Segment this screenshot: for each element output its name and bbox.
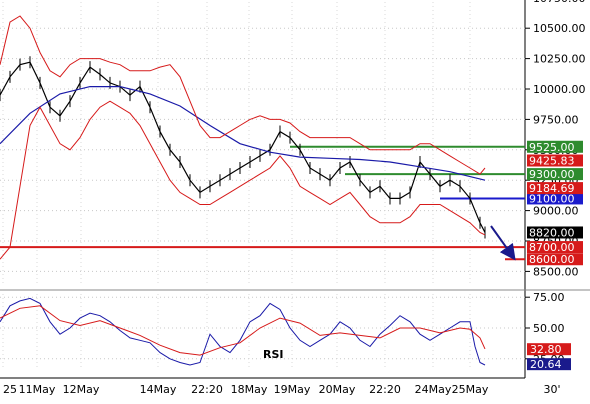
y-tick-label: 10500.00 [533,22,586,35]
price-label: 8820.00 [529,226,575,239]
level-label: 9100.00 [529,192,575,205]
rsi-y-tick-label: 50.00 [533,322,565,335]
level-label: 8600.00 [529,253,575,266]
main-panel [0,2,525,286]
trend-arrow [490,225,516,261]
level-label: 9525.00 [529,141,575,154]
level-label-box [527,192,583,205]
rsi-label: RSI [263,348,284,361]
price-label-box [527,226,583,239]
x-tick-label: 11May [19,383,56,396]
y-tick-label: 10750.00 [533,0,586,5]
price-label: 9184.69 [529,182,575,195]
level-label: 9300.00 [529,168,575,181]
x-tick-label: 22:20 [191,383,223,396]
price-label: 9425.83 [529,155,575,168]
x-tick-label: 22:20 [369,383,401,396]
rsi-y-tick-label: 75.00 [533,291,565,304]
level-label: 8700.00 [529,241,575,254]
rsi-value-box [527,343,571,356]
level-label-box [527,140,583,153]
rsi-line [0,297,486,366]
y-tick-label: 10250.00 [533,53,586,66]
level-label-box [527,241,583,254]
rsi-value-label: 20.64 [530,358,562,371]
moving-average-line [0,85,486,181]
x-tick-label: 12May [63,383,100,396]
x-tick-label: 30' [543,383,560,396]
x-tick-label: 25 [3,383,17,396]
price-label-box [527,154,583,167]
x-tick-label: 18May [231,383,268,396]
rsi-value-box [527,358,571,371]
x-tick-label: 20May [319,383,356,396]
y-tick-label: 8500.00 [533,265,579,278]
price-label-box [527,182,583,195]
y-tick-label: 10000.00 [533,83,586,96]
rsi-value-label: 32.80 [530,343,562,356]
x-tick-label: 19May [274,383,311,396]
level-label-box [527,168,583,181]
x-tick-label: 14May [140,383,177,396]
x-tick-label: 24May [415,383,452,396]
x-tick-label: 25May [452,383,489,396]
level-label-box [527,253,583,266]
bollinger-upper-line [0,15,486,175]
y-tick-label: 9750.00 [533,113,579,126]
rsi-signal-line [0,305,486,356]
y-tick-label: 9000.00 [533,205,579,218]
price-line [0,61,486,233]
bollinger-lower-line [0,100,486,260]
